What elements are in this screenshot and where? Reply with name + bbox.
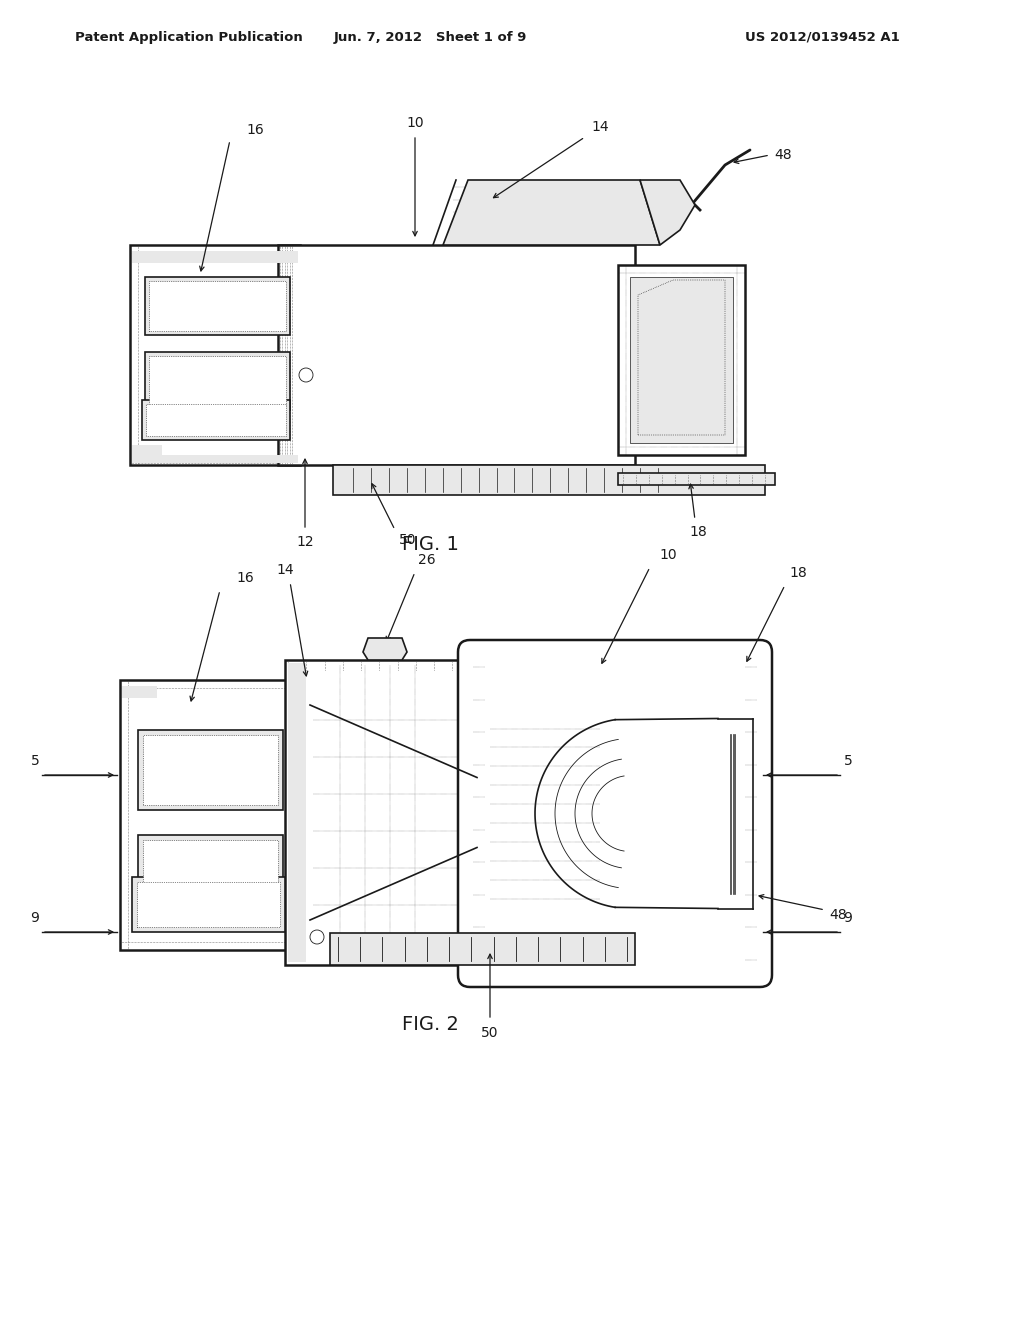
Bar xyxy=(150,281,286,331)
Polygon shape xyxy=(640,180,695,246)
Bar xyxy=(138,836,283,909)
Circle shape xyxy=(310,931,324,944)
Text: 14: 14 xyxy=(591,120,609,135)
Bar xyxy=(288,663,306,962)
Text: FIG. 1: FIG. 1 xyxy=(401,536,459,554)
Text: 9: 9 xyxy=(844,911,852,925)
Bar xyxy=(142,400,290,440)
Bar xyxy=(143,735,278,805)
Text: 48: 48 xyxy=(829,908,847,921)
Bar xyxy=(132,455,298,463)
Text: 10: 10 xyxy=(407,116,424,129)
Text: Jun. 7, 2012   Sheet 1 of 9: Jun. 7, 2012 Sheet 1 of 9 xyxy=(334,30,526,44)
Text: 14: 14 xyxy=(276,564,294,577)
Text: 16: 16 xyxy=(237,572,254,585)
Text: 10: 10 xyxy=(659,548,677,562)
Text: 12: 12 xyxy=(296,535,313,549)
Bar xyxy=(143,840,278,906)
Polygon shape xyxy=(362,638,407,660)
Bar xyxy=(130,246,300,465)
Bar xyxy=(132,445,162,463)
Text: US 2012/0139452 A1: US 2012/0139452 A1 xyxy=(745,30,900,44)
Bar xyxy=(285,660,492,965)
Bar xyxy=(137,882,280,927)
Bar xyxy=(145,277,290,335)
Bar xyxy=(618,473,775,484)
Bar xyxy=(138,730,283,810)
Text: 48: 48 xyxy=(774,148,792,162)
Bar xyxy=(330,933,635,965)
Bar xyxy=(120,680,295,950)
Bar xyxy=(630,277,733,444)
Bar xyxy=(333,465,765,495)
Bar xyxy=(618,265,745,455)
FancyBboxPatch shape xyxy=(458,640,772,987)
Bar xyxy=(146,404,286,436)
Text: 26: 26 xyxy=(418,553,436,568)
Text: FIG. 2: FIG. 2 xyxy=(401,1015,459,1035)
Bar xyxy=(132,876,285,932)
Circle shape xyxy=(299,368,313,381)
Text: 16: 16 xyxy=(246,123,264,137)
Bar xyxy=(150,356,286,407)
Text: 50: 50 xyxy=(481,1026,499,1040)
Text: 9: 9 xyxy=(31,911,40,925)
Bar xyxy=(278,246,635,465)
Bar xyxy=(122,686,157,698)
Text: Patent Application Publication: Patent Application Publication xyxy=(75,30,303,44)
Text: 50: 50 xyxy=(399,533,417,546)
Polygon shape xyxy=(443,180,660,246)
Text: 18: 18 xyxy=(689,525,707,539)
Bar xyxy=(132,251,298,263)
Text: 5: 5 xyxy=(844,754,852,768)
Bar xyxy=(145,352,290,411)
Text: 5: 5 xyxy=(31,754,39,768)
Text: 18: 18 xyxy=(790,566,807,579)
